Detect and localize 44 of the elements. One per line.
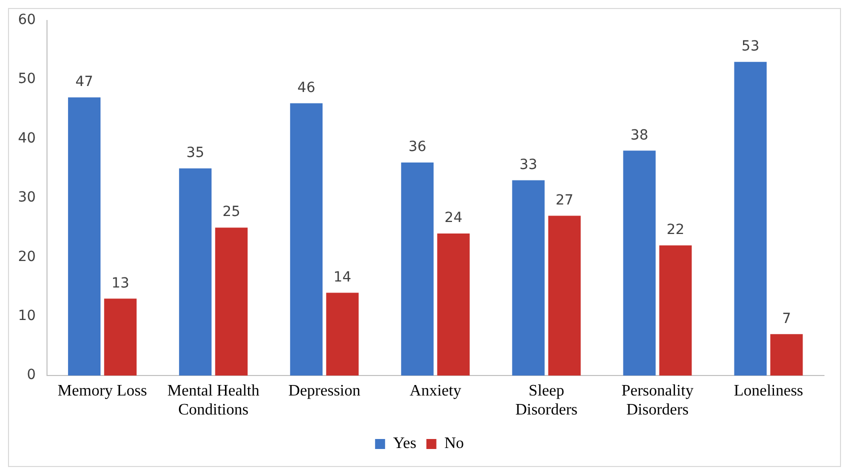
x-tick-label: Personality Disorders — [621, 382, 694, 419]
bar — [104, 298, 137, 376]
y-tick-label: 30 — [18, 190, 36, 206]
data-label: 25 — [222, 204, 240, 220]
data-label: 35 — [186, 145, 204, 162]
y-tick-label: 40 — [18, 130, 36, 146]
data-label: 24 — [444, 210, 462, 226]
x-tick-label: Memory Loss — [58, 382, 147, 400]
bar — [179, 168, 212, 376]
bar — [623, 150, 656, 376]
bar — [437, 234, 470, 376]
y-tick-label: 20 — [18, 248, 36, 265]
bar — [734, 62, 767, 376]
data-label: 46 — [297, 80, 316, 96]
bar — [401, 162, 434, 376]
x-tick-label: Anxiety — [410, 382, 462, 400]
data-label: 14 — [334, 269, 352, 286]
data-label: 36 — [408, 139, 426, 156]
y-tick-label: 10 — [18, 308, 36, 324]
data-label: 33 — [519, 156, 538, 173]
bar — [215, 228, 248, 376]
x-tick-label: Depression — [288, 382, 360, 400]
y-tick-label: 0 — [26, 367, 36, 384]
x-tick-label: Sleep Disorders — [515, 382, 578, 419]
y-tick-label: 50 — [18, 71, 36, 88]
data-label: 13 — [111, 275, 130, 292]
bar — [770, 334, 803, 376]
data-label: 38 — [630, 127, 648, 144]
x-tick-label: Mental Health Conditions — [167, 382, 260, 419]
bar — [326, 292, 359, 376]
data-label: 22 — [666, 222, 684, 238]
x-tick-label: Loneliness — [734, 382, 804, 400]
bar — [512, 180, 545, 376]
y-tick-label: 60 — [18, 12, 36, 28]
bar — [290, 103, 323, 376]
legend-label: Yes — [393, 435, 416, 452]
bar — [68, 97, 101, 376]
data-label: 47 — [75, 74, 94, 90]
legend-label: No — [444, 435, 464, 452]
bar — [659, 245, 692, 376]
data-label: 7 — [782, 310, 791, 327]
data-label: 53 — [742, 38, 760, 54]
bar — [548, 216, 581, 376]
data-label: 27 — [556, 192, 574, 208]
